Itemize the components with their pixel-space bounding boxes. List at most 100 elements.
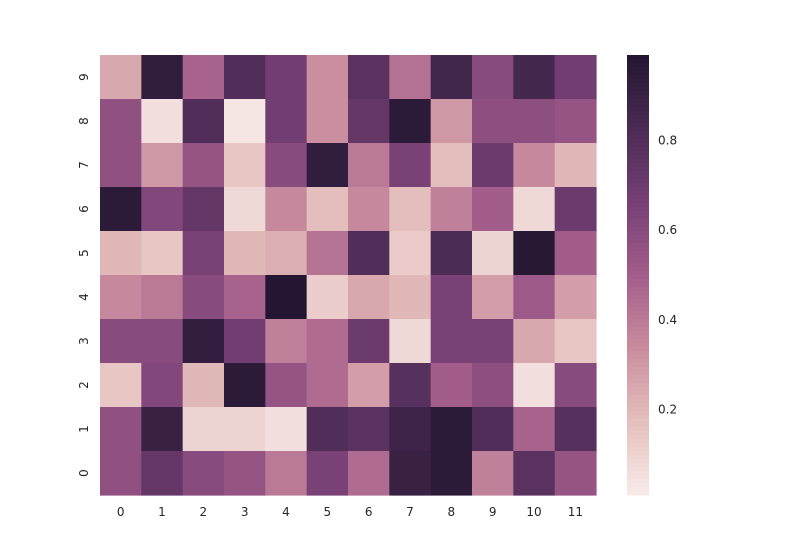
x-tick-label: 0: [117, 505, 125, 519]
heatmap-cell: [306, 99, 349, 144]
heatmap-cell: [430, 55, 473, 100]
colorbar-segment: [627, 219, 649, 224]
heatmap-cell: [389, 99, 432, 144]
heatmap-cell: [141, 407, 184, 452]
colorbar-segment: [627, 439, 649, 444]
heatmap-cell: [554, 451, 597, 496]
colorbar-segment: [627, 107, 649, 112]
colorbar-segment: [627, 183, 649, 188]
x-axis-ticks: 0 1 2 3 4 5 6 7 8 9 10 11: [117, 505, 583, 519]
heatmap-cell: [224, 319, 266, 364]
colorbar-segment: [627, 347, 649, 352]
colorbar-segment: [627, 187, 649, 192]
colorbar-segment: [627, 247, 649, 252]
colorbar-segment: [627, 459, 649, 464]
heatmap-cell: [265, 407, 308, 452]
colorbar-segment: [627, 431, 649, 436]
colorbar-segment: [627, 291, 649, 296]
colorbar-segment: [627, 455, 649, 460]
y-tick-label: 4: [77, 293, 91, 301]
heatmap-cell: [389, 187, 432, 232]
heatmap-cell: [430, 275, 473, 320]
heatmap-cell: [100, 143, 142, 188]
heatmap-cell: [306, 407, 349, 452]
colorbar-segment: [627, 491, 649, 496]
heatmap-cell: [472, 143, 514, 188]
colorbar-segment: [627, 267, 649, 272]
colorbar-segment: [627, 115, 649, 120]
heatmap-cell: [430, 407, 473, 452]
heatmap-cell: [182, 55, 225, 100]
heatmap-cell: [141, 55, 184, 100]
heatmap-cell: [100, 363, 142, 408]
colorbar-segment: [627, 139, 649, 144]
colorbar-segment: [627, 155, 649, 160]
heatmap-cell: [554, 231, 597, 276]
heatmap-cell: [389, 275, 432, 320]
colorbar-segment: [627, 323, 649, 328]
colorbar-segment: [627, 227, 649, 232]
colorbar-segment: [627, 211, 649, 216]
colorbar-segment: [627, 59, 649, 64]
colorbar-segment: [627, 411, 649, 416]
heatmap-cell: [224, 143, 266, 188]
colorbar-segment: [627, 407, 649, 412]
heatmap-cells: [100, 55, 597, 496]
colorbar-segment: [627, 427, 649, 432]
heatmap-cell: [265, 99, 308, 144]
colorbar-segment: [627, 171, 649, 176]
heatmap-cell: [141, 99, 184, 144]
x-tick-label: 3: [241, 505, 249, 519]
colorbar-segment: [627, 143, 649, 148]
colorbar-segment: [627, 87, 649, 92]
heatmap-cell: [554, 55, 597, 100]
heatmap-cell: [100, 451, 142, 496]
colorbar-segment: [627, 483, 649, 488]
heatmap-cell: [430, 187, 473, 232]
colorbar-segment: [627, 423, 649, 428]
y-tick-label: 6: [77, 205, 91, 213]
colorbar-segment: [627, 295, 649, 300]
heatmap-cell: [554, 363, 597, 408]
heatmap-cell: [141, 363, 184, 408]
heatmap-cell: [306, 451, 349, 496]
x-tick-label: 6: [365, 505, 373, 519]
heatmap-cell: [513, 55, 556, 100]
colorbar-segment: [627, 391, 649, 396]
heatmap-cell: [306, 319, 349, 364]
heatmap-cell: [513, 99, 556, 144]
heatmap-cell: [513, 319, 556, 364]
colorbar-segment: [627, 415, 649, 420]
heatmap-cell: [348, 231, 390, 276]
heatmap-cell: [348, 407, 390, 452]
colorbar-segment: [627, 399, 649, 404]
heatmap-cell: [472, 319, 514, 364]
x-tick-label: 10: [526, 505, 541, 519]
colorbar-segment: [627, 487, 649, 492]
colorbar-segment: [627, 151, 649, 156]
colorbar-segment: [627, 75, 649, 80]
heatmap-cell: [182, 231, 225, 276]
colorbar-segment: [627, 315, 649, 320]
heatmap-cell: [306, 363, 349, 408]
heatmap-cell: [389, 451, 432, 496]
x-tick-label: 5: [324, 505, 332, 519]
heatmap-cell: [348, 99, 390, 144]
heatmap-cell: [513, 407, 556, 452]
colorbar-segment: [627, 331, 649, 336]
colorbar-segment: [627, 71, 649, 76]
colorbar-segment: [627, 355, 649, 360]
heatmap-cell: [182, 275, 225, 320]
heatmap-cell: [306, 187, 349, 232]
colorbar-segment: [627, 379, 649, 384]
colorbar-segment: [627, 307, 649, 312]
colorbar-segment: [627, 271, 649, 276]
heatmap-cell: [224, 363, 266, 408]
heatmap-cell: [306, 275, 349, 320]
colorbar-segment: [627, 299, 649, 304]
colorbar-segment: [627, 243, 649, 248]
heatmap-cell: [513, 187, 556, 232]
colorbar-segment: [627, 195, 649, 200]
heatmap-cell: [513, 451, 556, 496]
